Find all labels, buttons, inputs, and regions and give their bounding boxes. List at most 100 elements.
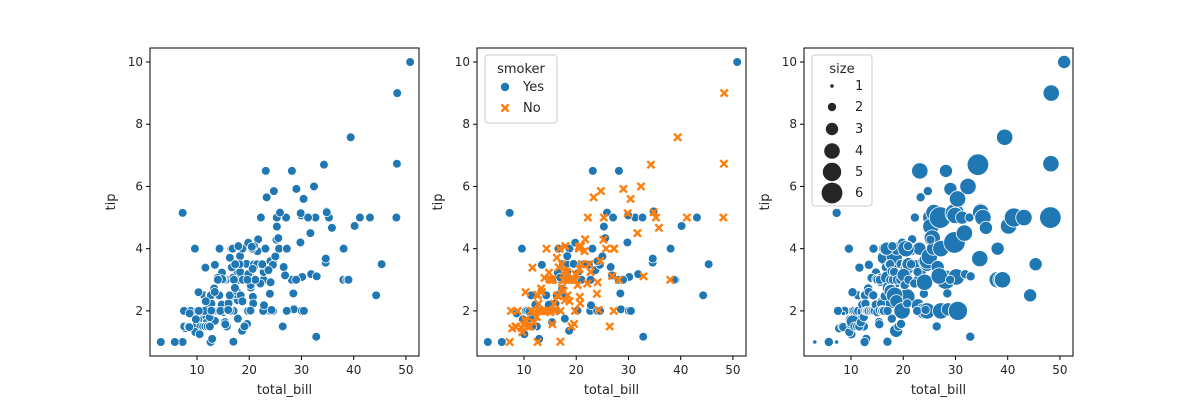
data-point (230, 259, 240, 270)
data-point (280, 270, 290, 281)
data-point-x (589, 192, 599, 202)
data-point (214, 243, 225, 254)
data-point-x (562, 267, 572, 277)
data-point (327, 223, 337, 233)
data-point (206, 305, 217, 316)
x-tick-label: 20 (242, 363, 257, 377)
data-point (909, 212, 920, 223)
data-point-x (665, 275, 675, 285)
data-point (971, 250, 989, 268)
data-point (291, 274, 301, 285)
data-point (925, 234, 936, 245)
data-point (184, 308, 195, 319)
data-point (840, 310, 847, 316)
data-point-x (618, 184, 628, 194)
data-point (343, 274, 354, 285)
data-point (537, 260, 547, 270)
x-axis-label: total_bill (584, 383, 639, 398)
data-point (319, 159, 329, 170)
legend-marker-circle (499, 82, 510, 93)
data-point (622, 237, 633, 248)
data-point (371, 290, 381, 301)
data-point (564, 325, 574, 336)
data-point (993, 271, 1012, 289)
data-point (955, 224, 974, 242)
data-point (256, 212, 266, 223)
data-point (560, 313, 570, 324)
data-point (277, 321, 288, 332)
data-point (247, 242, 257, 252)
x-tick-label: 40 (346, 363, 361, 377)
x-tick-label: 50 (398, 363, 413, 377)
data-point-x (614, 275, 624, 285)
data-point (355, 212, 365, 223)
data-point (263, 265, 274, 275)
data-point (392, 158, 402, 169)
data-point (261, 192, 272, 203)
data-point (930, 267, 948, 285)
data-point (886, 313, 897, 324)
data-point (193, 287, 204, 298)
data-point-x (521, 287, 530, 297)
data-point-x (719, 88, 729, 98)
data-point (587, 243, 598, 254)
data-point (959, 177, 977, 196)
data-point-x (580, 234, 590, 244)
legend-marker-size (823, 142, 841, 160)
data-point (259, 300, 269, 311)
data-point (912, 305, 923, 316)
data-point (205, 321, 215, 332)
data-point (215, 306, 226, 316)
data-point-x (607, 271, 617, 281)
data-point (1015, 208, 1033, 227)
data-point-x (563, 290, 573, 300)
data-point (287, 166, 297, 176)
data-point-x (586, 267, 596, 277)
data-point (345, 132, 356, 143)
data-point (931, 321, 942, 332)
data-point (193, 306, 204, 316)
y-tick-label: 4 (462, 242, 470, 256)
y-tick-label: 8 (135, 117, 143, 131)
x-tick-label: 10 (189, 363, 204, 377)
data-point-x (575, 298, 585, 308)
data-point-x (537, 287, 547, 297)
data-point (295, 237, 306, 248)
data-point (698, 290, 708, 301)
data-points (812, 55, 1072, 347)
data-point (295, 208, 306, 219)
data-point-x (542, 244, 551, 254)
x-tick-label: 40 (673, 363, 688, 377)
data-point (299, 306, 309, 316)
data-point (692, 212, 702, 223)
data-point (823, 336, 834, 347)
data-point (230, 283, 240, 293)
data-point (942, 288, 953, 299)
data-point-x (549, 299, 559, 309)
data-point-x (592, 289, 602, 299)
data-point (1028, 257, 1043, 272)
data-point (945, 274, 956, 285)
data-point (665, 243, 676, 254)
y-tick-label: 10 (128, 55, 143, 69)
data-point (1042, 84, 1060, 102)
data-point (615, 288, 626, 299)
data-point (223, 305, 234, 315)
data-point (209, 287, 220, 297)
data-point (833, 305, 844, 316)
data-point (834, 339, 840, 345)
data-point (647, 253, 658, 264)
data-point-x (513, 306, 523, 316)
data-point-x (718, 213, 728, 223)
data-point (703, 259, 714, 270)
legend-marker-size (822, 161, 843, 182)
data-point-x (719, 159, 729, 169)
data-point-x (595, 256, 605, 266)
data-point (938, 163, 953, 178)
data-point (915, 192, 926, 203)
x-tick-label: 20 (896, 363, 911, 377)
data-point (275, 207, 285, 218)
data-point-x (577, 259, 586, 269)
data-point (156, 337, 166, 347)
data-point-x (609, 306, 619, 316)
